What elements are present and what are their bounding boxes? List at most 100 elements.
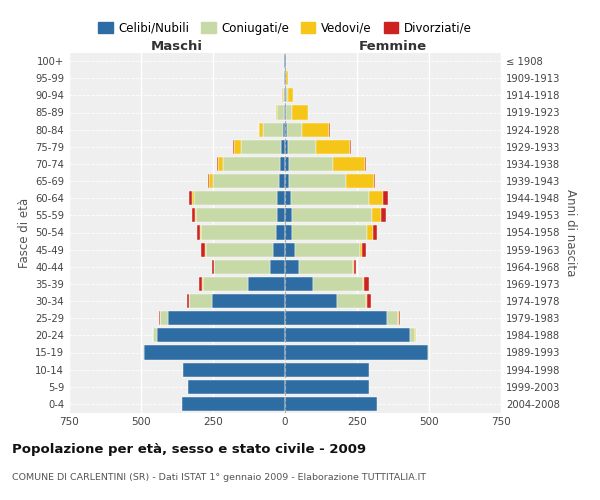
Bar bbox=[212, 260, 214, 274]
Bar bbox=[248, 277, 285, 291]
Bar bbox=[285, 346, 428, 360]
Y-axis label: Anni di nascita: Anni di nascita bbox=[564, 189, 577, 276]
Bar bbox=[299, 260, 353, 274]
Bar bbox=[286, 88, 287, 102]
Bar bbox=[196, 208, 277, 222]
Bar bbox=[187, 294, 188, 308]
Bar bbox=[285, 294, 337, 308]
Bar bbox=[145, 346, 285, 360]
Bar bbox=[277, 208, 285, 222]
Bar bbox=[374, 174, 376, 188]
Bar bbox=[154, 328, 157, 342]
Bar bbox=[363, 277, 364, 291]
Bar bbox=[214, 260, 270, 274]
Bar bbox=[367, 294, 371, 308]
Bar bbox=[277, 226, 285, 239]
Text: COMUNE DI CARLENTINI (SR) - Dati ISTAT 1° gennaio 2009 - Elaborazione TUTTITALIA: COMUNE DI CARLENTINI (SR) - Dati ISTAT 1… bbox=[12, 472, 426, 482]
Bar bbox=[288, 140, 316, 154]
Bar bbox=[201, 242, 205, 256]
Bar bbox=[360, 242, 362, 256]
Bar bbox=[302, 122, 329, 136]
Bar bbox=[285, 122, 287, 136]
Bar bbox=[182, 397, 285, 411]
Bar bbox=[277, 106, 284, 120]
Bar bbox=[286, 106, 292, 120]
Bar bbox=[368, 191, 383, 205]
Bar bbox=[200, 226, 277, 239]
Bar bbox=[284, 106, 285, 120]
Bar bbox=[292, 191, 368, 205]
Bar bbox=[197, 226, 200, 239]
Bar bbox=[285, 191, 292, 205]
Bar bbox=[183, 362, 285, 376]
Bar bbox=[285, 88, 286, 102]
Bar bbox=[205, 242, 206, 256]
Bar bbox=[285, 380, 369, 394]
Bar bbox=[208, 174, 209, 188]
Bar bbox=[387, 311, 398, 325]
Bar bbox=[270, 260, 285, 274]
Bar bbox=[381, 208, 386, 222]
Text: Maschi: Maschi bbox=[151, 40, 203, 52]
Bar bbox=[285, 242, 295, 256]
Bar bbox=[190, 191, 191, 205]
Bar bbox=[332, 157, 365, 171]
Bar bbox=[283, 122, 285, 136]
Bar bbox=[285, 140, 288, 154]
Bar bbox=[285, 208, 292, 222]
Bar bbox=[289, 174, 346, 188]
Bar bbox=[354, 260, 356, 274]
Bar bbox=[292, 106, 308, 120]
Bar bbox=[367, 226, 373, 239]
Text: Popolazione per età, sesso e stato civile - 2009: Popolazione per età, sesso e stato civil… bbox=[12, 442, 366, 456]
Y-axis label: Fasce di età: Fasce di età bbox=[18, 198, 31, 268]
Bar bbox=[316, 140, 350, 154]
Bar bbox=[285, 328, 410, 342]
Bar bbox=[399, 311, 400, 325]
Bar bbox=[241, 140, 281, 154]
Bar bbox=[428, 346, 429, 360]
Bar bbox=[285, 277, 313, 291]
Bar bbox=[276, 106, 277, 120]
Bar bbox=[285, 362, 369, 376]
Bar bbox=[199, 277, 202, 291]
Bar bbox=[203, 277, 248, 291]
Bar bbox=[217, 157, 218, 171]
Bar bbox=[283, 88, 284, 102]
Bar bbox=[206, 242, 273, 256]
Bar bbox=[362, 242, 365, 256]
Bar bbox=[143, 346, 145, 360]
Bar bbox=[313, 277, 363, 291]
Bar bbox=[285, 397, 377, 411]
Bar bbox=[280, 157, 285, 171]
Bar bbox=[188, 380, 285, 394]
Text: Femmine: Femmine bbox=[359, 40, 427, 52]
Bar bbox=[285, 157, 289, 171]
Bar bbox=[285, 226, 292, 239]
Bar bbox=[383, 191, 388, 205]
Bar bbox=[234, 140, 241, 154]
Bar bbox=[212, 294, 285, 308]
Bar bbox=[353, 260, 354, 274]
Bar bbox=[289, 157, 332, 171]
Bar bbox=[285, 260, 299, 274]
Bar bbox=[371, 208, 381, 222]
Bar bbox=[259, 122, 263, 136]
Bar bbox=[157, 328, 285, 342]
Bar bbox=[277, 191, 285, 205]
Bar bbox=[285, 174, 289, 188]
Bar bbox=[169, 311, 285, 325]
Bar bbox=[209, 174, 213, 188]
Bar bbox=[295, 242, 360, 256]
Bar bbox=[285, 311, 387, 325]
Bar bbox=[287, 122, 302, 136]
Bar bbox=[337, 294, 365, 308]
Bar bbox=[364, 277, 369, 291]
Bar bbox=[292, 226, 367, 239]
Bar bbox=[191, 208, 194, 222]
Bar bbox=[284, 88, 285, 102]
Bar bbox=[346, 174, 374, 188]
Bar bbox=[194, 191, 277, 205]
Bar bbox=[281, 140, 285, 154]
Bar bbox=[273, 242, 285, 256]
